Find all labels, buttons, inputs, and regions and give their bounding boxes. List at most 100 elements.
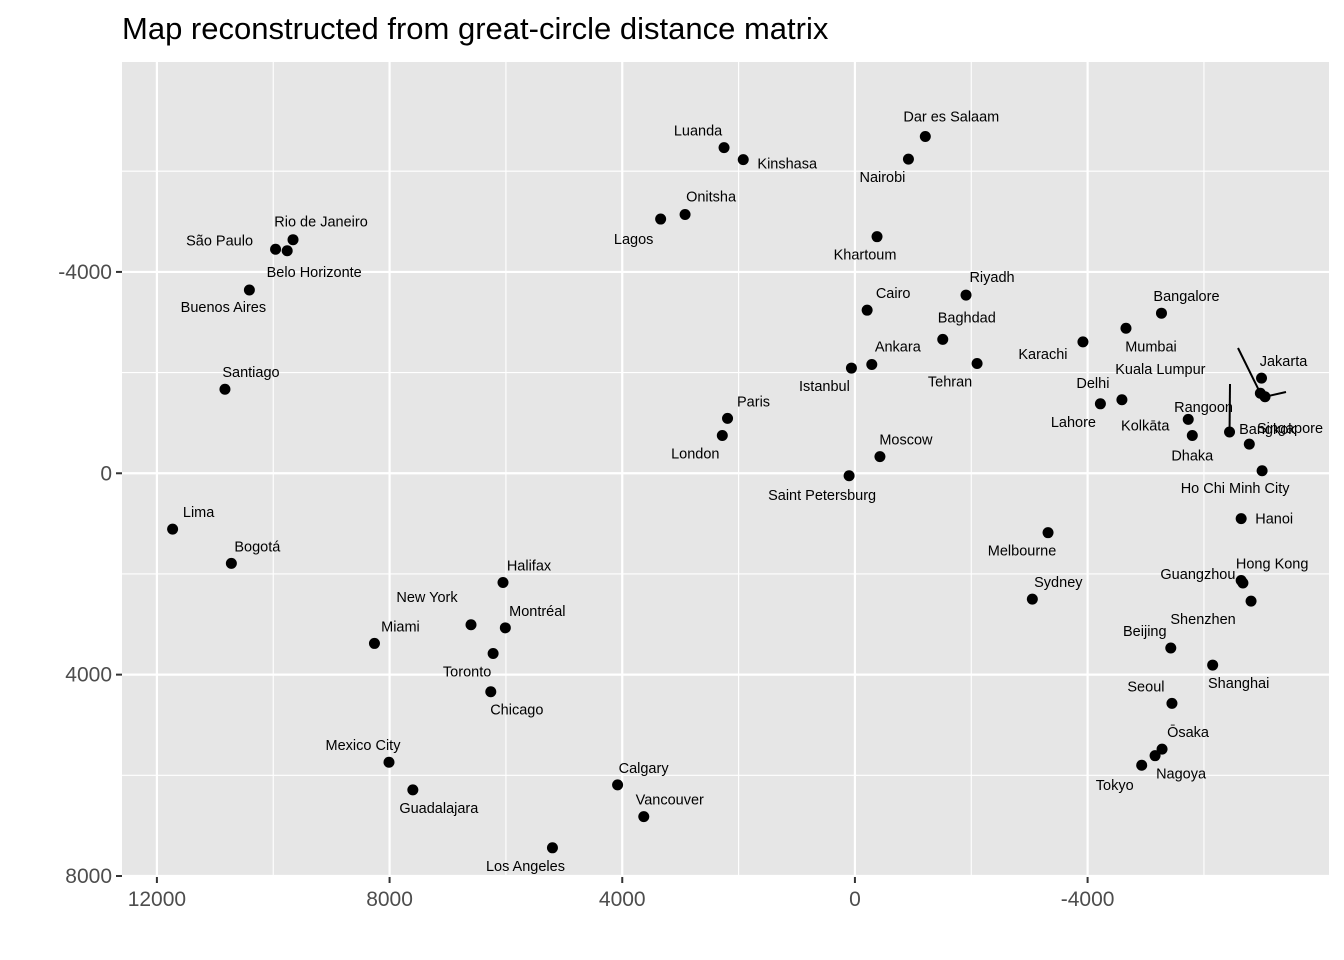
- point-dhaka: [1186, 430, 1198, 442]
- point-lima: [167, 523, 179, 535]
- point-bangalore: [1155, 307, 1167, 319]
- chart-title: Map reconstructed from great-circle dist…: [122, 11, 829, 46]
- point-miami: [368, 637, 380, 649]
- label-bangalore: Bangalore: [1153, 289, 1219, 305]
- grid-major: [122, 62, 1329, 878]
- label-ankara: Ankara: [875, 340, 922, 356]
- x-axis: 12000 8000 4000 0 -4000: [128, 877, 1115, 911]
- label-los-angeles: Los Angeles: [486, 859, 565, 875]
- point-bogota: [225, 557, 237, 569]
- point-jakarta: [1256, 372, 1268, 384]
- label-kuala-lumpur: Kuala Lumpur: [1115, 362, 1205, 378]
- label-bangkok: Bangkok: [1239, 422, 1296, 438]
- point-onitsha: [679, 209, 691, 221]
- point-chicago: [485, 686, 497, 698]
- point-sydney: [1026, 593, 1038, 605]
- point-singapore: [1259, 391, 1271, 403]
- label-baghdad: Baghdad: [938, 310, 996, 326]
- point-seoul: [1166, 697, 1178, 709]
- plot-panel: [122, 62, 1329, 877]
- label-shenzhen: Shenzhen: [1170, 612, 1235, 628]
- point-istanbul: [845, 362, 857, 374]
- label-nagoya: Nagoya: [1156, 767, 1207, 783]
- x-tick-label: 0: [849, 888, 861, 911]
- label-cairo: Cairo: [876, 286, 911, 302]
- label-lima: Lima: [183, 505, 215, 521]
- y-tick-label: -4000: [58, 261, 112, 284]
- point-khartoum: [871, 231, 883, 243]
- label-halifax: Halifax: [507, 559, 552, 575]
- grid-minor: [122, 62, 1329, 877]
- label-dar-es-salaam: Dar es Salaam: [903, 110, 999, 126]
- point-buenos-aires: [243, 284, 255, 296]
- label-ho-chi-minh-city: Ho Chi Minh City: [1181, 481, 1291, 497]
- y-tick-label: 0: [100, 462, 112, 485]
- label-melbourne: Melbourne: [988, 544, 1057, 560]
- x-tick-label: 12000: [128, 888, 186, 911]
- point-bangkok: [1243, 438, 1255, 450]
- x-tick-label: -4000: [1061, 888, 1115, 911]
- point-paris: [722, 412, 734, 424]
- point-guangzhou: [1237, 577, 1249, 589]
- label-saint-petersburg: Saint Petersburg: [768, 488, 876, 504]
- point-rio-de-janeiro: [287, 234, 299, 246]
- data-labels: Luanda Kinshasa Dar es Salaam Nairobi Onitsh…: [181, 110, 1323, 875]
- label-kinshasa: Kinshasa: [757, 157, 818, 173]
- x-tick-label: 4000: [599, 888, 646, 911]
- label-sao-paulo: São Paulo: [186, 233, 253, 249]
- point-osaka: [1156, 743, 1168, 755]
- point-lahore: [1094, 398, 1106, 410]
- label-lahore: Lahore: [1051, 415, 1096, 431]
- point-los-angeles: [546, 842, 558, 854]
- point-nairobi: [902, 153, 914, 165]
- label-shanghai: Shanghai: [1208, 676, 1269, 692]
- label-santiago: Santiago: [222, 365, 279, 381]
- point-nagoya: [1149, 750, 1161, 762]
- point-montreal: [499, 622, 511, 634]
- y-tick-label: 8000: [65, 865, 112, 888]
- point-riyadh: [960, 289, 972, 301]
- label-rangoon: Rangoon: [1174, 400, 1233, 416]
- label-riyadh: Riyadh: [969, 270, 1014, 286]
- label-calgary: Calgary: [619, 761, 670, 777]
- point-guadalajara: [407, 784, 419, 796]
- point-hanoi: [1235, 513, 1247, 525]
- x-tick-label: 8000: [366, 888, 413, 911]
- label-delhi: Delhi: [1076, 376, 1109, 392]
- point-lagos: [655, 213, 667, 225]
- point-beijing: [1165, 642, 1177, 654]
- label-nairobi: Nairobi: [859, 170, 905, 186]
- point-kolkata: [1182, 413, 1194, 425]
- point-delhi: [1116, 394, 1128, 406]
- label-osaka: Ōsaka: [1167, 725, 1210, 741]
- label-kolkata: Kolkāta: [1121, 418, 1170, 434]
- point-shanghai: [1207, 659, 1219, 671]
- leader-line-kuala-lumpur: [1237, 347, 1262, 394]
- label-sydney: Sydney: [1034, 575, 1083, 591]
- label-khartoum: Khartoum: [834, 248, 897, 264]
- point-cairo: [861, 304, 873, 316]
- point-baghdad: [937, 333, 949, 345]
- label-singapore: Singapore: [1257, 421, 1323, 437]
- point-rangoon: [1224, 426, 1236, 438]
- point-karachi: [1077, 336, 1089, 348]
- label-new-york: New York: [396, 590, 458, 606]
- data-points: [167, 131, 1271, 854]
- point-ho-chi-minh-city: [1256, 465, 1268, 477]
- label-miami: Miami: [381, 619, 420, 635]
- point-luanda: [718, 142, 730, 154]
- label-guangzhou: Guangzhou: [1160, 567, 1235, 583]
- label-buenos-aires: Buenos Aires: [181, 300, 266, 316]
- label-hanoi: Hanoi: [1255, 512, 1293, 528]
- label-seoul: Seoul: [1127, 679, 1164, 695]
- point-dar-es-salaam: [919, 131, 931, 143]
- label-guadalajara: Guadalajara: [399, 801, 479, 817]
- label-beijing: Beijing: [1123, 624, 1167, 640]
- point-saint-petersburg: [843, 470, 855, 482]
- point-mexico-city: [383, 756, 395, 768]
- label-moscow: Moscow: [879, 433, 933, 449]
- point-toronto: [487, 647, 499, 659]
- y-tick-label: 4000: [65, 664, 112, 687]
- label-vancouver: Vancouver: [636, 793, 704, 809]
